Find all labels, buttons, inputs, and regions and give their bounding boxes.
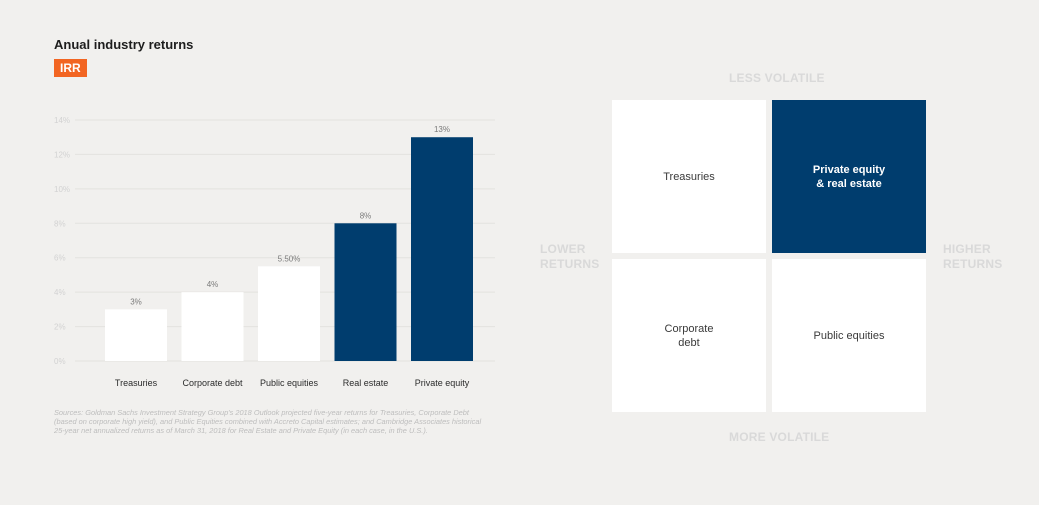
bar-chart: 0% 2% 4% 6% 8% 10% 12% 14% 3% Treasuries 4% Corpora… [54,116,495,388]
chart-title: Anual industry returns [54,37,194,52]
bar [181,292,244,361]
data-label: 5.50% [278,254,301,263]
matrix-bottom-label: MORE VOLATILE [729,430,830,444]
quadrant-public-equities: Public equities [772,259,926,412]
matrix-left-label: LOWER RETURNS [540,242,600,271]
x-tick-label: Real estate [343,378,389,388]
quadrant-corporate-debt: Corporate debt [612,259,766,412]
y-tick-label: 8% [54,219,66,228]
y-tick-label: 10% [54,185,70,194]
data-label: 3% [130,297,142,306]
data-label: 4% [207,280,219,289]
bar [334,223,397,361]
data-label: 13% [434,125,450,134]
x-tick-label: Public equities [260,378,319,388]
x-tick-label: Corporate debt [182,378,243,388]
sources-note: Sources: Goldman Sachs Investment Strate… [54,408,482,435]
matrix-right-label: HIGHER RETURNS [943,242,1003,271]
quadrant-treasuries: Treasuries [612,100,766,253]
y-tick-label: 4% [54,288,66,297]
y-tick-label: 12% [54,150,70,159]
matrix-top-label: LESS VOLATILE [729,71,825,85]
bar [411,137,473,361]
data-label: 8% [360,211,372,220]
y-tick-label: 14% [54,116,70,125]
bar [105,309,167,361]
y-tick-label: 0% [54,357,66,366]
x-tick-label: Private equity [415,378,470,388]
y-tick-label: 2% [54,323,66,332]
bar [258,266,320,361]
quadrant-private-equity-real-estate: Private equity & real estate [772,100,926,253]
y-tick-label: 6% [54,254,66,263]
irr-badge: IRR [54,59,87,77]
x-tick-label: Treasuries [115,378,158,388]
